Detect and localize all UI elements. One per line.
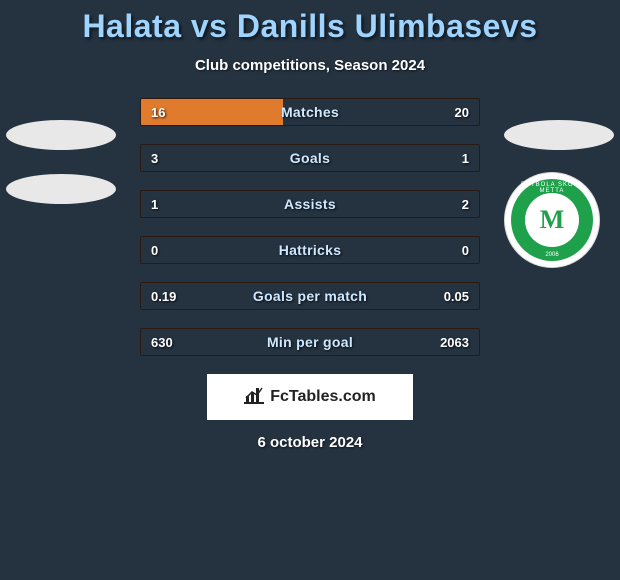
club-badge-year: 2006 bbox=[511, 252, 593, 258]
club-badge-inner: M bbox=[525, 193, 579, 247]
stat-bar: 31Goals bbox=[140, 144, 480, 172]
ellipse-shape bbox=[504, 120, 614, 150]
stat-bar: 00Hattricks bbox=[140, 236, 480, 264]
watermark-text: FcTables.com bbox=[270, 388, 376, 406]
date: 6 october 2024 bbox=[0, 434, 620, 451]
stats-bars: 1620Matches 31Goals 12Assists 00Hattricks 0.… bbox=[140, 98, 480, 356]
stat-bar: 1620Matches bbox=[140, 98, 480, 126]
ellipse-shape bbox=[6, 174, 116, 204]
club-badge-letter: M bbox=[540, 205, 565, 235]
stat-label: Min per goal bbox=[141, 329, 479, 355]
watermark: FcTables.com bbox=[207, 374, 413, 420]
stat-bar: 12Assists bbox=[140, 190, 480, 218]
ellipse-shape bbox=[6, 120, 116, 150]
stat-label: Goals bbox=[141, 145, 479, 171]
club-badge-top-text: FUTBOLA SKOLA METTA bbox=[511, 182, 593, 194]
club-badge-ring: FUTBOLA SKOLA METTA M 2006 bbox=[511, 179, 593, 261]
stat-label: Hattricks bbox=[141, 237, 479, 263]
right-player-placeholder bbox=[504, 120, 614, 150]
stat-bar: 0.190.05Goals per match bbox=[140, 282, 480, 310]
left-player-placeholder bbox=[6, 120, 116, 228]
stat-label: Matches bbox=[141, 99, 479, 125]
page-title: Halata vs Danills Ulimbasevs bbox=[0, 8, 620, 45]
chart-icon bbox=[244, 386, 264, 409]
comparison-card: Halata vs Danills Ulimbasevs Club compet… bbox=[0, 0, 620, 451]
stat-label: Assists bbox=[141, 191, 479, 217]
subtitle: Club competitions, Season 2024 bbox=[0, 57, 620, 74]
stat-bar: 6302063Min per goal bbox=[140, 328, 480, 356]
stat-label: Goals per match bbox=[141, 283, 479, 309]
club-badge: FUTBOLA SKOLA METTA M 2006 bbox=[504, 172, 600, 268]
